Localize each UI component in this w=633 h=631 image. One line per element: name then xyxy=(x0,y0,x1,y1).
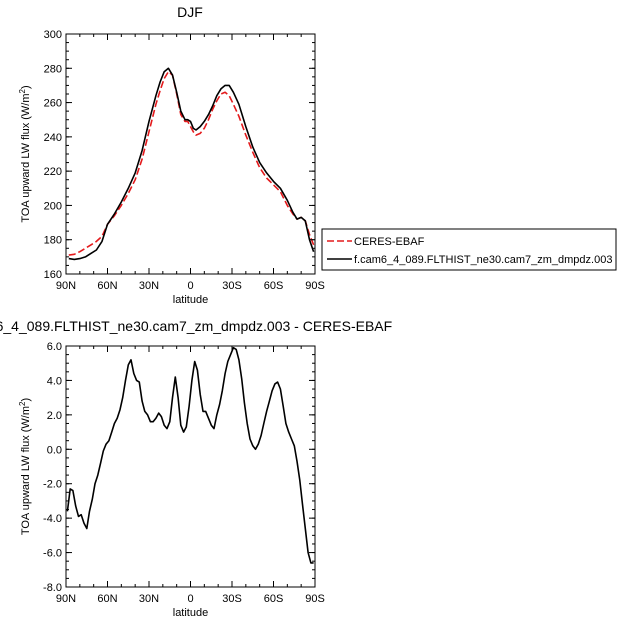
chart-title: n6_4_089.FLTHIST_ne30.cam7_zm_dmpdz.003 … xyxy=(0,318,392,334)
series-line-f-cam6-4-089-flthist-ne30-cam7-zm-dmpdz-003 xyxy=(68,67,315,261)
y-tick-label: 6.0 xyxy=(47,341,62,353)
y-tick-label: 200 xyxy=(44,200,62,212)
legend-label: CERES-EBAF xyxy=(354,236,425,248)
legend-label: f.cam6_4_089.FLTHIST_ne30.cam7_zm_dmpdz.… xyxy=(354,254,612,266)
x-tick-label: 60S xyxy=(264,593,284,605)
y-axis-label-sup: 2 xyxy=(18,88,27,93)
y-axis-label-sup: 2 xyxy=(18,401,27,406)
y-tick-label: -6.0 xyxy=(43,548,62,560)
y-tick-label: -4.0 xyxy=(43,513,62,525)
x-tick-label: 90N xyxy=(56,280,76,292)
x-tick-label: 0 xyxy=(187,593,193,605)
chart-panel-2: n6_4_089.FLTHIST_ne30.cam7_zm_dmpdz.003 … xyxy=(0,318,392,619)
y-tick-label: -8.0 xyxy=(43,582,62,594)
y-axis-label-close: ) xyxy=(20,398,32,402)
y-tick-label: 180 xyxy=(44,235,62,247)
chart-title: DJF xyxy=(177,4,203,20)
x-tick-label: 30N xyxy=(139,280,159,292)
y-tick-label: 280 xyxy=(44,63,62,75)
y-tick-label: 160 xyxy=(44,269,62,281)
x-tick-label: 60N xyxy=(97,280,117,292)
y-tick-label: 2.0 xyxy=(47,410,62,422)
y-tick-label: 260 xyxy=(44,98,62,110)
y-axis-label: TOA upward LW flux (W/m2) xyxy=(18,85,32,222)
x-tick-label: 90N xyxy=(56,593,76,605)
x-axis-label: latitude xyxy=(173,294,208,306)
legend-box xyxy=(321,228,617,271)
y-tick-label: 0.0 xyxy=(47,444,62,456)
y-tick-label: 300 xyxy=(44,29,62,41)
y-axis-label-main: TOA upward LW flux (W/m xyxy=(20,93,32,222)
series-line-difference xyxy=(66,346,314,564)
y-tick-label: 4.0 xyxy=(47,375,62,387)
legend: CERES-EBAF f.cam6_4_089.FLTHIST_ne30.cam7… xyxy=(321,228,617,271)
chart-panel-1: DJF 90N 60N 30N 0 30S 60S 90S 160 180 200 220 240 260… xyxy=(18,4,325,306)
y-tick-label: 220 xyxy=(44,166,62,178)
y-axis-label-main: TOA upward LW flux (W/m xyxy=(20,406,32,535)
x-tick-label: 60N xyxy=(97,593,117,605)
x-tick-label: 30N xyxy=(139,593,159,605)
series-line-ceres-ebaf xyxy=(68,70,315,256)
y-tick-label: -2.0 xyxy=(43,479,62,491)
x-tick-label: 0 xyxy=(187,280,193,292)
x-tick-label: 30S xyxy=(222,593,242,605)
x-tick-label: 30S xyxy=(222,280,242,292)
x-tick-label: 90S xyxy=(305,593,325,605)
y-axis-label: TOA upward LW flux (W/m2) xyxy=(18,398,32,535)
y-axis-label-close: ) xyxy=(20,85,32,89)
x-tick-label: 90S xyxy=(305,280,325,292)
y-tick-label: 240 xyxy=(44,132,62,144)
x-tick-label: 60S xyxy=(264,280,284,292)
x-axis-label: latitude xyxy=(173,607,208,619)
